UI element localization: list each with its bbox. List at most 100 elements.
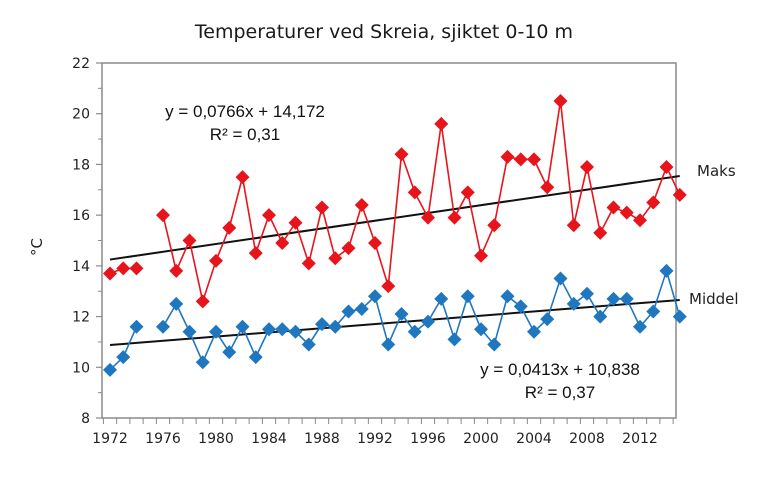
data-point (288, 215, 303, 230)
x-tick-label: 1992 (357, 431, 393, 447)
data-point (580, 286, 594, 301)
data-point (394, 147, 409, 162)
data-point (527, 152, 541, 167)
y-tick-label: 14 (72, 259, 90, 275)
y-tick-label: 16 (72, 208, 90, 224)
data-point (368, 236, 382, 251)
data-point (235, 170, 250, 185)
data-point (156, 319, 170, 334)
data-point (447, 210, 462, 225)
data-point (315, 317, 329, 332)
y-tick-label: 20 (72, 107, 90, 123)
series-group (103, 94, 687, 377)
trendline-middel (109, 298, 680, 346)
series-maks (103, 94, 687, 309)
data-point (434, 116, 449, 131)
maks-trend-r2: R² = 0,31 (210, 125, 280, 144)
chart-title: Temperaturer ved Skreia, sjiktet 0-10 m (194, 21, 573, 43)
data-point (513, 152, 528, 167)
data-point (540, 180, 555, 195)
x-tick-label: 1984 (251, 431, 287, 447)
data-point (381, 279, 396, 294)
data-point (672, 309, 687, 324)
data-point (593, 309, 608, 324)
data-point (169, 263, 184, 278)
data-point (407, 324, 422, 339)
data-point (169, 296, 184, 311)
data-point (500, 289, 515, 304)
data-point (606, 200, 621, 215)
data-point (421, 314, 435, 329)
data-point (248, 350, 263, 365)
y-tick-label: 12 (72, 310, 90, 326)
data-point (315, 200, 329, 215)
data-point (195, 355, 210, 370)
data-point (553, 94, 568, 109)
data-point (633, 319, 647, 334)
data-point (659, 263, 674, 278)
series-middel (103, 263, 687, 377)
data-point (553, 271, 568, 286)
data-point (646, 195, 661, 210)
data-point (633, 213, 647, 228)
middel-trend-equation: y = 0,0413x + 10,838 (480, 360, 640, 379)
data-point (487, 337, 502, 352)
data-point (328, 319, 343, 334)
data-point (421, 210, 435, 225)
data-point (288, 324, 303, 339)
data-point (474, 248, 488, 263)
data-point (222, 220, 237, 235)
data-point (116, 350, 131, 365)
maks-trend-equation: y = 0,0766x + 14,172 (165, 102, 325, 121)
data-point (301, 337, 316, 352)
data-point (659, 159, 674, 174)
data-point (209, 324, 223, 339)
data-point (593, 225, 608, 240)
data-point (275, 236, 290, 251)
data-point (540, 312, 555, 327)
series-label-maks: Maks (697, 162, 736, 180)
data-point (328, 251, 343, 266)
data-point (262, 322, 276, 337)
x-tick-label: 1976 (145, 431, 181, 447)
data-point (129, 319, 144, 334)
data-point (235, 319, 250, 334)
series-line (162, 268, 681, 365)
data-point (566, 218, 581, 233)
data-point (500, 149, 515, 164)
middel-trend-r2: R² = 0,37 (525, 383, 595, 402)
series-line (162, 100, 681, 305)
data-point (156, 208, 170, 223)
x-tick-label: 1996 (410, 431, 446, 447)
data-point (672, 187, 687, 202)
data-point (606, 291, 621, 306)
data-point (354, 198, 369, 212)
y-tick-label: 10 (72, 360, 90, 376)
data-point (487, 218, 502, 233)
data-point (129, 261, 144, 276)
data-point (116, 261, 131, 276)
data-point (248, 246, 263, 261)
data-point (646, 304, 661, 319)
data-point (341, 304, 356, 319)
data-point (301, 256, 316, 271)
data-point (103, 362, 117, 377)
data-point (513, 299, 528, 314)
x-tick-label: 1988 (304, 431, 340, 447)
x-tick-label: 2012 (622, 431, 658, 447)
x-tick-label: 1972 (92, 431, 128, 447)
data-point (209, 253, 223, 268)
data-point (103, 266, 117, 281)
y-tick-label: 8 (81, 411, 90, 427)
data-point (354, 301, 369, 316)
x-tick-label: 2008 (569, 431, 605, 447)
data-point (566, 296, 581, 311)
data-point (182, 233, 197, 248)
data-point (460, 185, 475, 200)
data-point (341, 241, 356, 256)
data-point (262, 208, 276, 223)
x-tick-label: 2000 (463, 431, 499, 447)
data-point (368, 289, 382, 304)
data-point (275, 322, 290, 337)
data-point (195, 294, 210, 309)
